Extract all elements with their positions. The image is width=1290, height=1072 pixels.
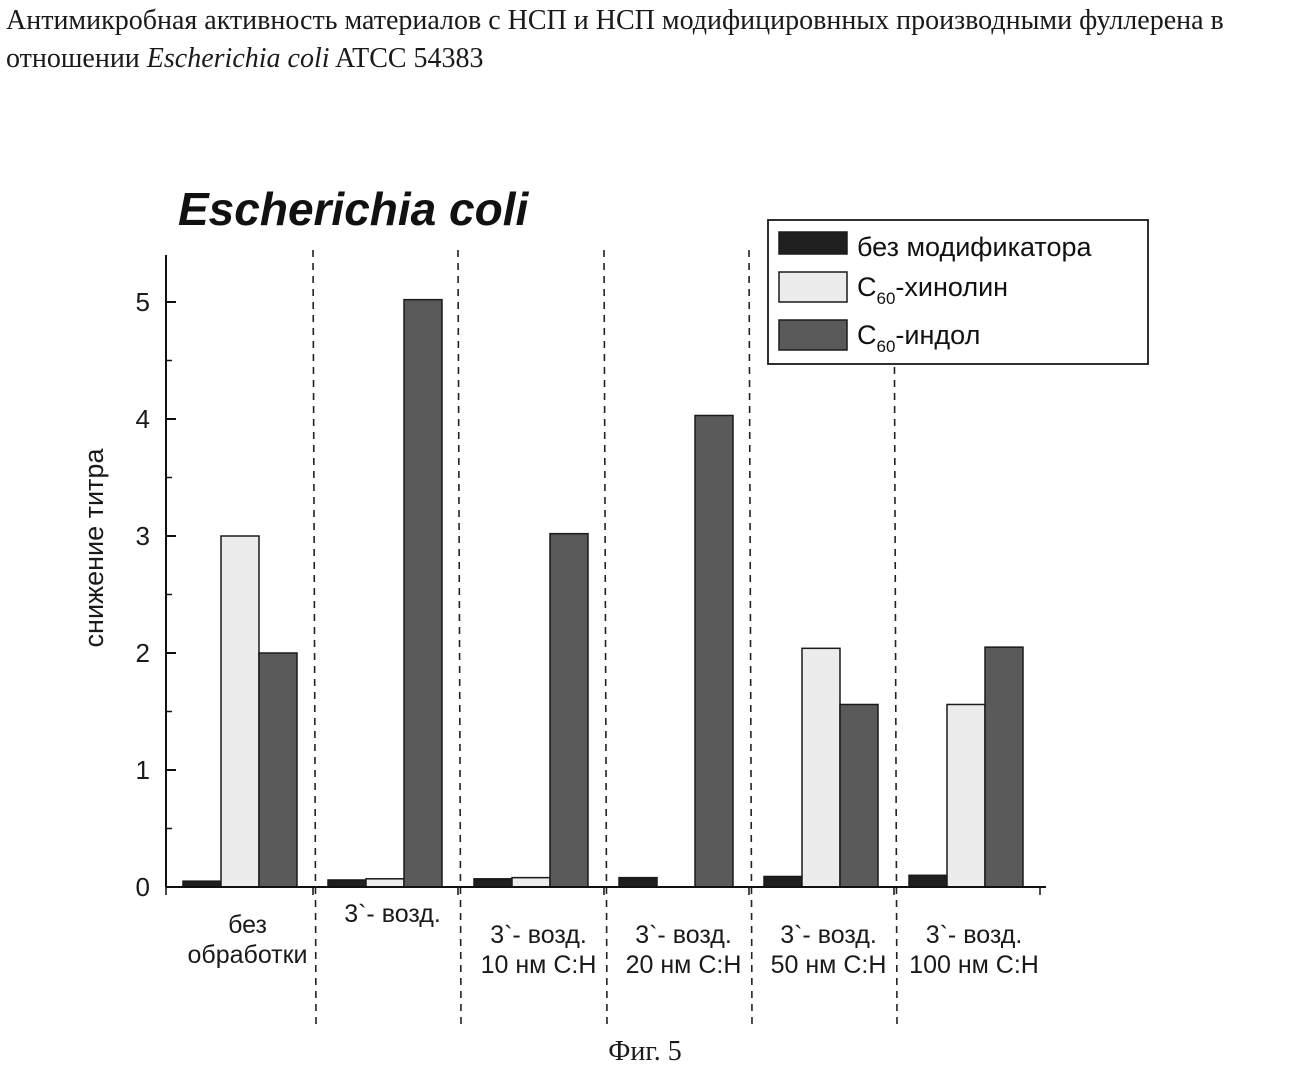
bar-2-2 (366, 879, 404, 887)
y-axis-title: снижение титра (79, 448, 109, 648)
bar-2-1 (221, 536, 259, 887)
category-label: 3`- возд.10 нм С:Н (481, 921, 597, 979)
bar-3-3 (550, 534, 588, 887)
legend-swatch-3 (779, 320, 847, 350)
bar-3-1 (259, 653, 297, 887)
bar-1-5 (764, 876, 802, 887)
category-label: 3`- возд. (344, 900, 441, 928)
y-tick-label: 0 (136, 872, 150, 902)
bar-3-2 (404, 300, 442, 887)
legend-swatch-1 (779, 232, 847, 254)
figure-label: Фиг. 5 (0, 1036, 1290, 1068)
category-label: 3`- возд.100 нм С:Н (909, 921, 1039, 979)
y-tick-label: 2 (136, 638, 150, 668)
group-separator (894, 250, 897, 1024)
bar-2-3 (512, 878, 550, 887)
y-tick-label: 4 (136, 404, 150, 434)
category-label: 3`- возд.20 нм С:Н (626, 921, 742, 979)
bar-3-4 (695, 415, 733, 887)
bar-1-3 (474, 879, 512, 887)
y-tick-label: 5 (136, 287, 150, 317)
group-separator (749, 250, 752, 1024)
category-label: 3`- возд.50 нм С:Н (771, 921, 887, 979)
bar-2-5 (802, 648, 840, 887)
category-label: безобработки (187, 911, 307, 969)
group-separator (313, 250, 316, 1024)
bar-1-2 (328, 880, 366, 887)
chart-title: Escherichia coli (178, 183, 529, 235)
group-separator (458, 250, 461, 1024)
y-tick-label: 3 (136, 521, 150, 551)
legend-label-1: без модификатора (857, 232, 1093, 262)
y-tick-label: 1 (136, 755, 150, 785)
group-separator (604, 250, 607, 1024)
bar-1-6 (909, 875, 947, 887)
bar-3-5 (840, 704, 878, 887)
bar-1-4 (619, 878, 657, 887)
bar-2-6 (947, 704, 985, 887)
legend-swatch-2 (779, 272, 847, 302)
bar-3-6 (985, 647, 1023, 887)
